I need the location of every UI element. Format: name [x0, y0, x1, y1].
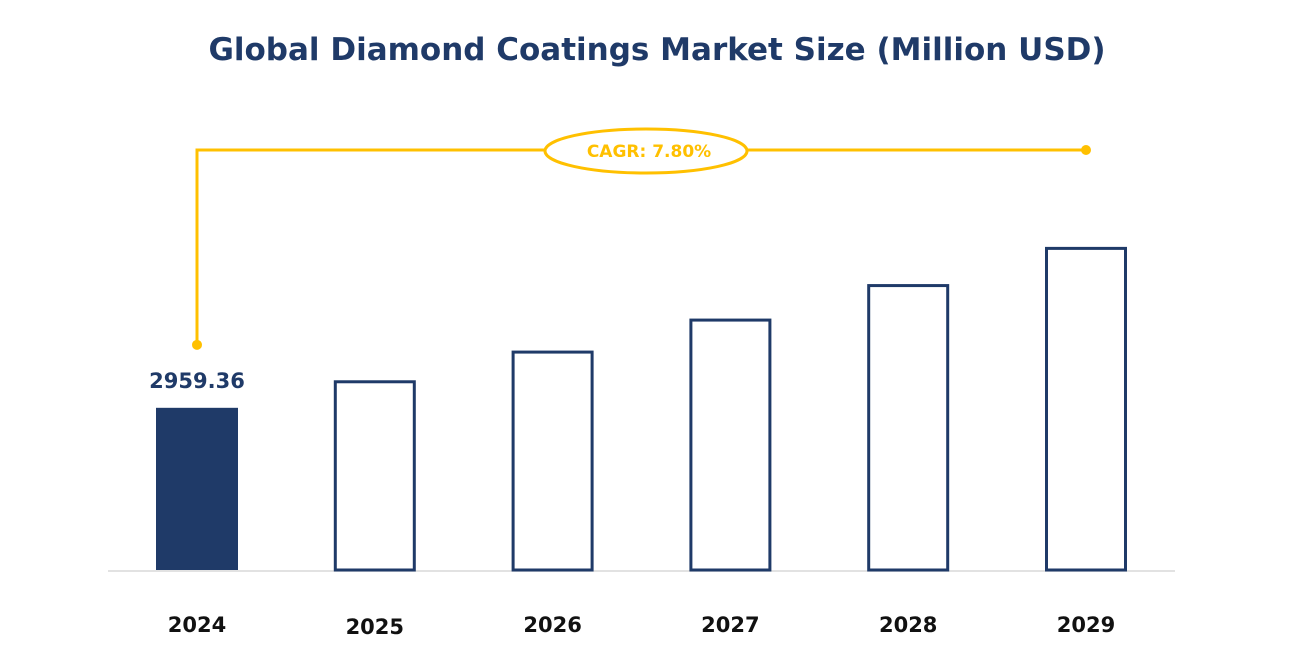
- bar-2026: [511, 350, 594, 572]
- bar-2028: [867, 284, 950, 572]
- x-tick-label: 2024: [168, 613, 226, 637]
- bar-2024: [156, 407, 238, 570]
- bar-2029: [1045, 246, 1127, 572]
- cagr-annotation: CAGR: 7.80%: [192, 127, 1091, 350]
- bar-2025: [333, 380, 416, 572]
- data-label: 2959.36: [149, 369, 245, 393]
- cagr-start-dot: [192, 339, 202, 350]
- x-tick-label: 2027: [701, 613, 759, 637]
- x-tick-label: 2026: [523, 613, 581, 637]
- cagr-connector-line: [195, 148, 1086, 345]
- x-tick-label: 2025: [346, 615, 404, 639]
- chart-title: Global Diamond Coatings Market Size (Mil…: [208, 32, 1105, 68]
- bar-2027: [689, 318, 772, 572]
- cagr-ellipse: [543, 127, 749, 175]
- x-tick-label: 2028: [879, 613, 937, 637]
- x-tick-label: 2029: [1057, 613, 1115, 637]
- cagr-end-dot: [1081, 145, 1091, 155]
- cagr-label: CAGR: 7.80%: [587, 142, 711, 162]
